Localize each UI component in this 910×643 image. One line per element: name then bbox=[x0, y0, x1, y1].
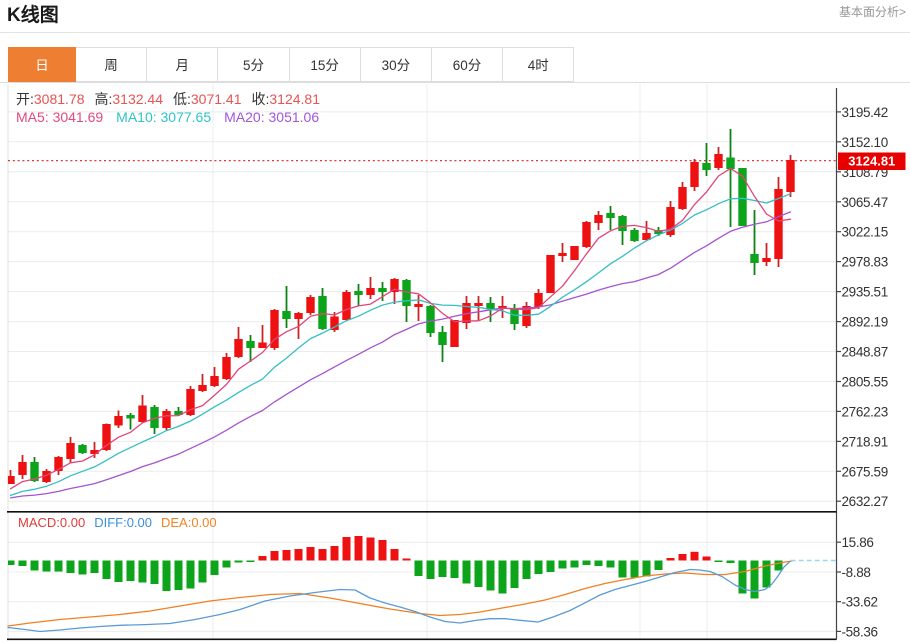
svg-text:2935.51: 2935.51 bbox=[842, 285, 888, 300]
svg-text:2675.59: 2675.59 bbox=[842, 464, 888, 479]
svg-text:2978.83: 2978.83 bbox=[842, 255, 888, 270]
svg-text:2805.55: 2805.55 bbox=[842, 375, 888, 390]
svg-text:-33.62: -33.62 bbox=[842, 595, 878, 610]
svg-text:2762.23: 2762.23 bbox=[842, 404, 888, 419]
svg-text:2632.27: 2632.27 bbox=[842, 494, 888, 509]
svg-text:3065.47: 3065.47 bbox=[842, 195, 888, 210]
svg-text:-58.36: -58.36 bbox=[842, 624, 878, 639]
svg-text:2892.19: 2892.19 bbox=[842, 315, 888, 330]
svg-text:3022.15: 3022.15 bbox=[842, 225, 888, 240]
svg-text:2718.91: 2718.91 bbox=[842, 434, 888, 449]
svg-text:3152.10: 3152.10 bbox=[842, 135, 888, 150]
svg-text:15.86: 15.86 bbox=[842, 535, 874, 550]
svg-text:3195.42: 3195.42 bbox=[842, 105, 888, 120]
svg-text:-8.88: -8.88 bbox=[842, 565, 871, 580]
svg-text:3124.81: 3124.81 bbox=[848, 154, 895, 169]
svg-text:2848.87: 2848.87 bbox=[842, 345, 888, 360]
